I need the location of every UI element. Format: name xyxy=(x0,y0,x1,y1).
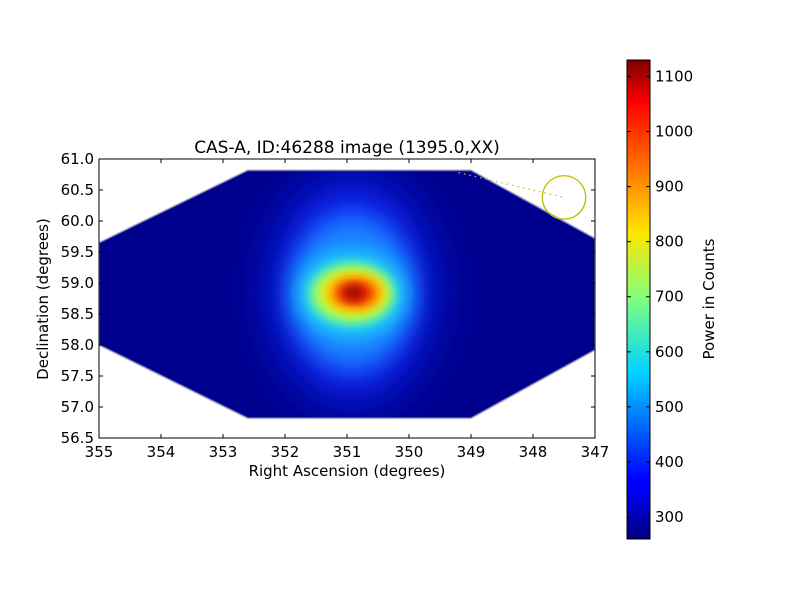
x-tick-label: 355 xyxy=(85,443,114,461)
colorbar-tick-label: 400 xyxy=(655,453,684,471)
y-axis-ticks: 56.5 57.0 57.5 58.0 58.5 59.0 59.5 60.0 60.5 61.0 xyxy=(61,150,595,447)
x-tick-label: 349 xyxy=(457,443,486,461)
colorbar-gradient xyxy=(627,60,650,539)
y-tick-label: 56.5 xyxy=(61,429,94,447)
heatmap-image xyxy=(99,170,595,419)
colorbar-label: Power in Counts xyxy=(700,238,718,359)
chart-title: CAS-A, ID:46288 image (1395.0,XX) xyxy=(194,138,500,158)
x-tick-label: 348 xyxy=(519,443,548,461)
coverage-edge xyxy=(99,169,595,420)
y-tick-label: 57.5 xyxy=(61,367,94,385)
colorbar-tick-label: 300 xyxy=(655,508,684,526)
x-tick-label: 350 xyxy=(395,443,424,461)
x-tick-label: 354 xyxy=(147,443,176,461)
colorbar-tick-label: 500 xyxy=(655,398,684,416)
y-tick-label: 58.0 xyxy=(61,336,94,354)
colorbar-frame xyxy=(626,59,651,540)
colorbar-tick-label: 700 xyxy=(655,288,684,306)
colorbar-ticks: 300 400 500 600 700 800 900 1000 1100 xyxy=(627,68,693,526)
colorbar-tick-label: 900 xyxy=(655,178,684,196)
x-tick-label: 353 xyxy=(209,443,238,461)
x-tick-label: 351 xyxy=(333,443,362,461)
y-tick-label: 60.0 xyxy=(61,212,94,230)
colorbar-tick-label: 800 xyxy=(655,233,684,251)
x-tick-label: 347 xyxy=(581,443,610,461)
y-tick-label: 57.0 xyxy=(61,398,94,416)
colorbar-tick-label: 600 xyxy=(655,343,684,361)
x-tick-label: 352 xyxy=(271,443,300,461)
x-axis-ticks: 355 354 353 352 351 350 349 348 347 xyxy=(85,159,610,461)
x-axis-label: Right Ascension (degrees) xyxy=(249,462,446,480)
y-tick-label: 59.5 xyxy=(61,243,94,261)
colorbar: 300 400 500 600 700 800 900 1000 1100 Power in C… xyxy=(626,59,718,540)
source-peak xyxy=(343,286,365,300)
y-tick-label: 60.5 xyxy=(61,181,94,199)
y-tick-label: 59.0 xyxy=(61,274,94,292)
y-axis-label: Declination (degrees) xyxy=(34,218,52,380)
colorbar-tick-label: 1100 xyxy=(655,68,693,86)
y-tick-label: 58.5 xyxy=(61,305,94,323)
plot-area: 355 354 353 352 351 350 349 348 347 56.5 57.0 57.5… xyxy=(61,150,610,461)
beam-marker-circle xyxy=(541,175,587,220)
colorbar-tick-label: 1000 xyxy=(655,123,693,141)
y-tick-label: 61.0 xyxy=(61,150,94,168)
